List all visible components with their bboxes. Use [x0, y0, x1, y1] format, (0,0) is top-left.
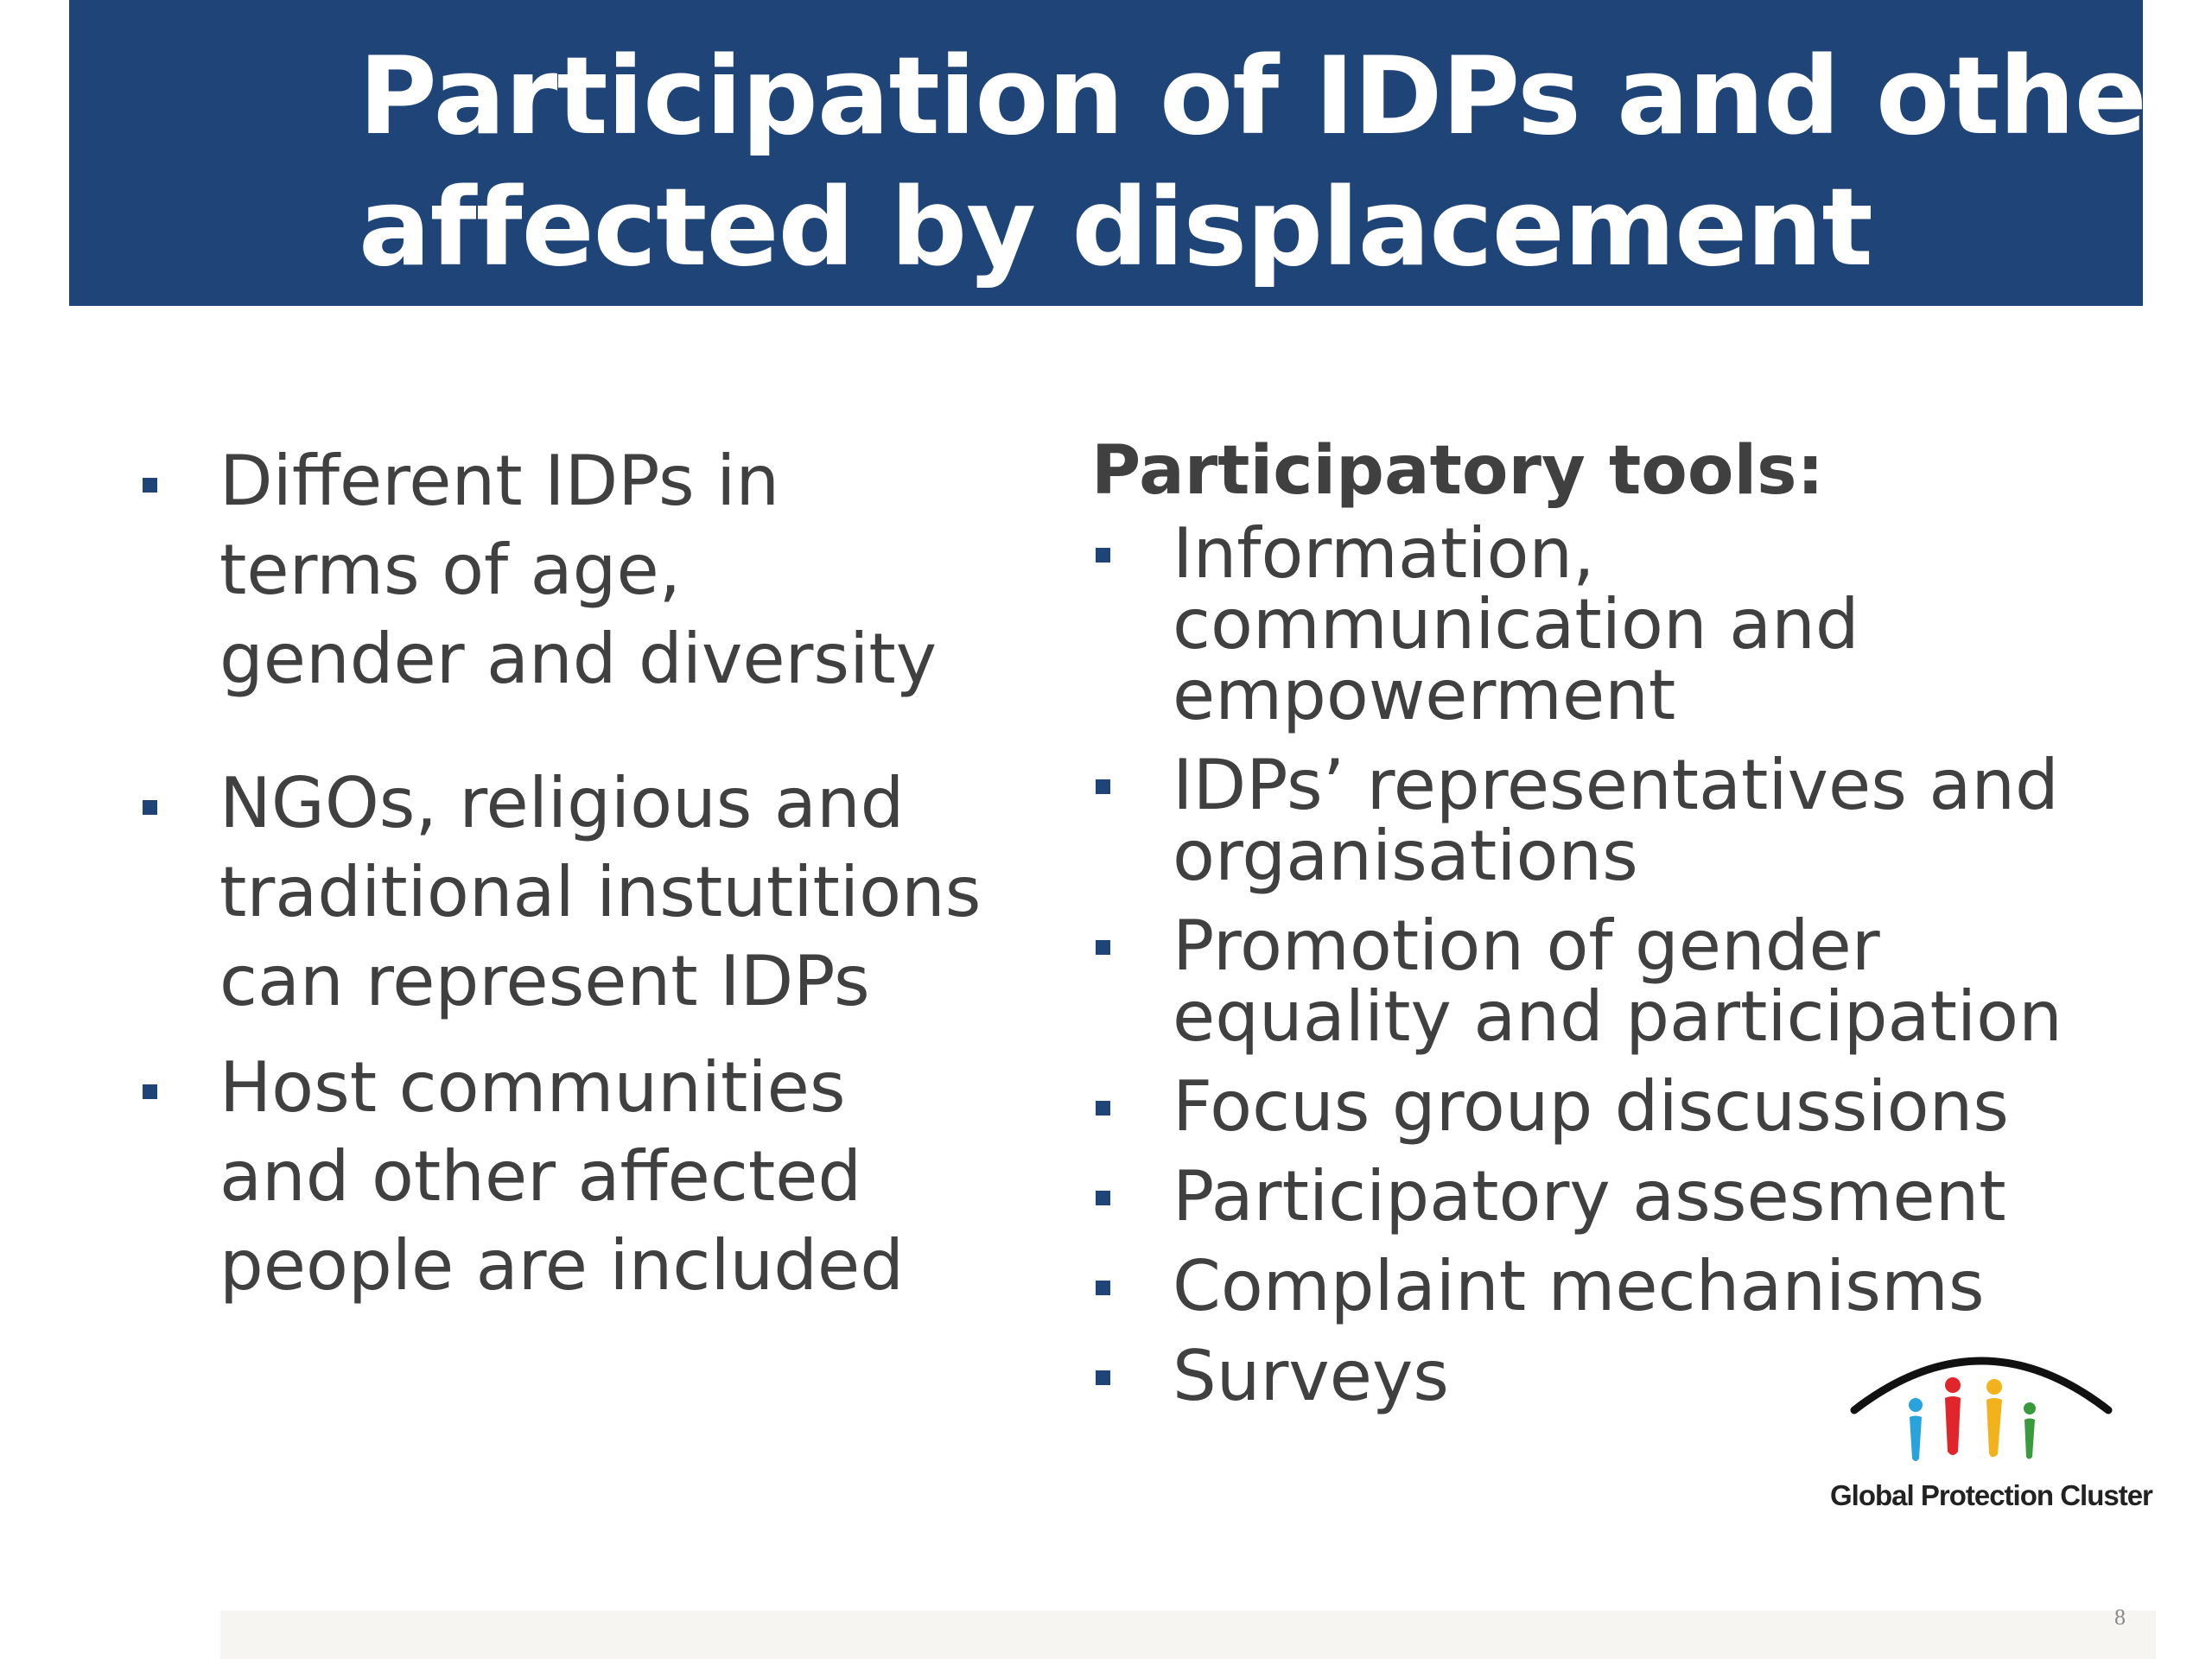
list-item-line: Information, — [1173, 513, 1595, 594]
person-figure-green — [2024, 1402, 2036, 1459]
list-item-line: gender and diversity — [219, 619, 938, 699]
list-item: Focus group discussions — [1091, 1071, 2128, 1142]
logo-text: Global Protection Cluster — [1830, 1479, 2153, 1511]
list-item-line: IDPs’ representatives and — [1173, 745, 2059, 825]
slide-title-line-1: Participation of IDPs and others — [359, 35, 2212, 159]
page-number: 8 — [2114, 1605, 2126, 1630]
list-item-line: terms of age, — [219, 530, 682, 610]
global-protection-cluster-logo — [1850, 1357, 2113, 1461]
list-item-line: communication and — [1173, 584, 1859, 664]
list-item: Information, communication and empowerme… — [1091, 518, 2128, 731]
list-item-line: Focus group discussions — [1173, 1066, 2009, 1147]
list-item: Promotion of gender equality and partici… — [1091, 911, 2128, 1052]
logo-arch — [1850, 1357, 2113, 1414]
square-bullet-icon — [1096, 779, 1110, 794]
list-item: IDPs’ representatives and organisations — [1091, 750, 2128, 892]
participatory-tools-heading: Participatory tools: — [1091, 432, 1824, 510]
list-item: Different IDPs in terms of age, gender a… — [138, 436, 1002, 703]
square-bullet-icon — [143, 478, 157, 493]
list-item-line: Host communities — [219, 1047, 846, 1128]
square-bullet-icon — [1096, 1281, 1110, 1295]
list-item-line: NGOs, religious and — [219, 763, 905, 843]
list-item-line: and other affected — [219, 1136, 862, 1217]
list-item-line: Promotion of gender — [1173, 906, 1880, 986]
list-item-line: Participatory assesment — [1173, 1156, 2006, 1236]
person-figure-red — [1945, 1377, 1961, 1455]
square-bullet-icon — [143, 800, 157, 815]
square-bullet-icon — [1096, 940, 1110, 955]
square-bullet-icon — [1096, 548, 1110, 563]
title-bar — [69, 0, 2143, 306]
list-item: Participatory assesment — [1091, 1161, 2128, 1232]
list-item-line: Surveys — [1173, 1336, 1449, 1416]
list-item-line: traditional instutitions — [219, 852, 982, 932]
square-bullet-icon — [1096, 1370, 1110, 1385]
list-item-line: equality and participation — [1173, 976, 2063, 1057]
person-figure-yellow — [1986, 1379, 2002, 1458]
list-item-line: Complaint mechanisms — [1173, 1246, 1985, 1326]
square-bullet-icon — [1096, 1191, 1110, 1205]
square-bullet-icon — [1096, 1101, 1110, 1116]
list-item: Complaint mechanisms — [1091, 1251, 2128, 1322]
square-bullet-icon — [143, 1084, 157, 1099]
list-item-line: organisations — [1173, 816, 1638, 896]
list-item: NGOs, religious and traditional instutit… — [138, 759, 1002, 1026]
slide-title: Participation of IDPs and others affecte… — [359, 31, 2212, 294]
list-item-line: Different IDPs in — [219, 441, 780, 521]
footer-strip — [220, 1611, 2156, 1659]
list-item-line: empowerment — [1173, 655, 1676, 735]
list-item-line: people are included — [219, 1225, 905, 1306]
list-item: Surveys — [1091, 1341, 2128, 1412]
list-item: Host communities and other affected peop… — [138, 1043, 1002, 1310]
left-bullet-list: Different IDPs in terms of age, gender a… — [138, 436, 1002, 1310]
person-figure-blue — [1909, 1398, 1923, 1461]
right-bullet-list: Information, communication and empowerme… — [1091, 518, 2128, 1431]
slide-title-line-2: affected by displacement — [359, 166, 1873, 290]
list-item-line: can represent IDPs — [219, 941, 870, 1021]
